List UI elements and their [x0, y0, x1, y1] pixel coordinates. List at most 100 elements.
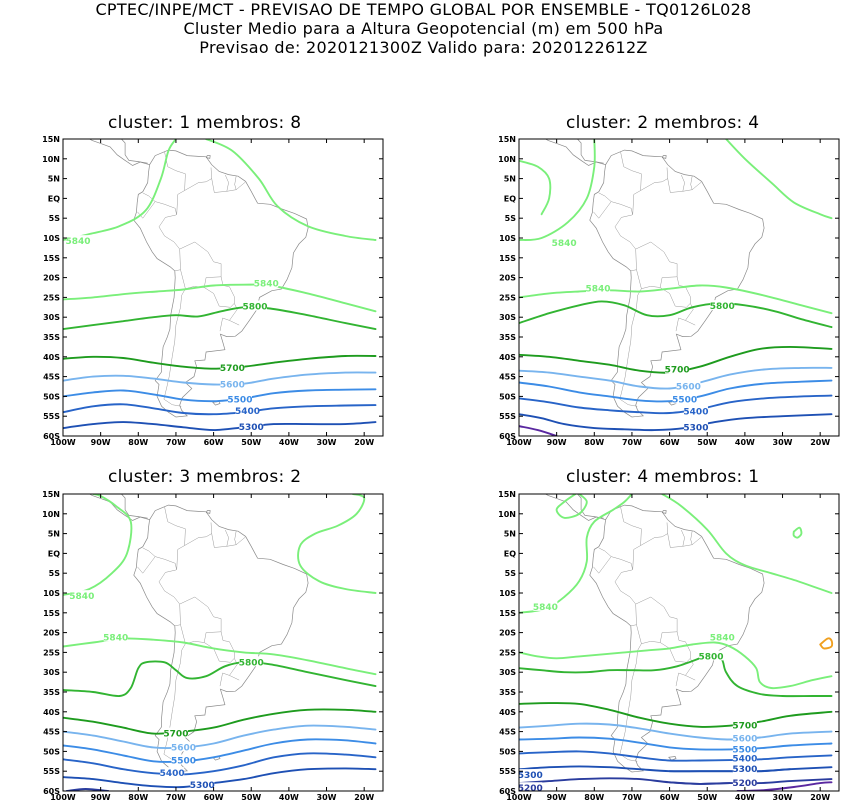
lat-label: 15N — [498, 135, 516, 144]
country-border — [229, 320, 240, 326]
contour-label-bg — [254, 277, 279, 288]
contour-label-bg — [732, 719, 757, 730]
country-border — [164, 152, 186, 216]
lat-label: 15S — [499, 609, 516, 618]
header-line-1: CPTEC/INPE/MCT - PREVISAO DE TEMPO GLOBA… — [95, 0, 752, 19]
contour-label-5700: 5700 — [732, 722, 757, 732]
country-border — [204, 276, 235, 308]
country-border — [229, 675, 240, 681]
lon-label: 90W — [91, 793, 111, 802]
lon-label: 90W — [547, 793, 567, 802]
country-border — [593, 192, 612, 219]
contour-5840 — [792, 526, 803, 539]
contour-5400 — [519, 394, 833, 415]
lat-label: 50S — [499, 392, 516, 401]
lon-label: 80W — [584, 438, 604, 447]
contour-label-bg — [665, 363, 690, 374]
central-america-coast-pacific — [545, 139, 606, 166]
contour-label-bg — [66, 235, 91, 246]
lat-label: EQ — [504, 549, 516, 558]
lat-label: 30S — [43, 313, 60, 322]
contour-5840 — [63, 494, 133, 596]
lon-label: 80W — [128, 438, 148, 447]
lat-label: 30S — [499, 668, 516, 677]
contour-5300 — [668, 768, 792, 773]
contour-label-5700: 5700 — [220, 364, 245, 374]
contour-5840 — [205, 139, 377, 241]
contour-label-5600: 5600 — [676, 383, 701, 393]
lat-label: 5N — [504, 175, 516, 184]
lat-label: 45S — [499, 728, 516, 737]
contour-label-5500: 5500 — [732, 745, 757, 755]
contour-5840 — [519, 284, 833, 315]
lat-label: 10N — [498, 510, 516, 519]
contour-label-bg — [190, 779, 215, 790]
lon-label: 100W — [506, 793, 532, 802]
lat-label: 15N — [42, 490, 60, 499]
contour-5840 — [63, 283, 377, 313]
contour-label-5600: 5600 — [171, 743, 196, 753]
country-border — [234, 530, 237, 545]
contour-5800 — [63, 660, 377, 697]
lat-label: 20S — [499, 274, 516, 283]
panel-4-map: 5840584058005700560055005400530053005200… — [498, 490, 840, 802]
contour-5840 — [297, 494, 377, 594]
lon-label: 40W — [279, 438, 299, 447]
country-border — [614, 569, 637, 627]
contour-5840 — [661, 494, 833, 594]
lon-label: 50W — [241, 793, 261, 802]
central-america-coast-pacific — [545, 494, 606, 521]
lon-label: 40W — [735, 793, 755, 802]
contour-5840 — [63, 139, 177, 241]
lat-label: 10N — [498, 155, 516, 164]
country-border — [179, 596, 222, 644]
lat-label: 15S — [499, 254, 516, 263]
country-border — [681, 174, 685, 192]
lat-label: 5N — [48, 175, 60, 184]
lat-label: 5N — [504, 530, 516, 539]
lon-label: 30W — [317, 438, 337, 447]
header-line-2: Cluster Medio para a Altura Geopotencial… — [183, 19, 664, 38]
lon-label: 20W — [354, 438, 374, 447]
central-america-coast-caribbean — [121, 494, 148, 519]
country-border — [211, 533, 246, 548]
lon-label: 50W — [697, 438, 717, 447]
contour-label-5840: 5840 — [66, 237, 91, 247]
country-border — [219, 303, 238, 332]
header-line-3: Previsao de: 2020121300Z Valido para: 20… — [199, 38, 648, 57]
contour-5500 — [519, 379, 833, 403]
lat-label: 5S — [505, 569, 517, 578]
central-america-coast-pacific — [89, 494, 150, 521]
lat-label: 10S — [43, 234, 60, 243]
lon-label: 60W — [660, 793, 680, 802]
contour-5100 — [519, 425, 558, 436]
country-border — [690, 530, 693, 545]
lat-label: 40S — [43, 353, 60, 362]
lon-label: 30W — [773, 438, 793, 447]
lat-label: 10S — [43, 589, 60, 598]
country-border — [620, 507, 642, 571]
lat-label: 35S — [43, 333, 60, 342]
contour-label-bg — [243, 300, 267, 311]
lat-label: 60S — [499, 787, 516, 796]
lat-label: 25S — [499, 648, 516, 657]
contour-label-5800: 5800 — [242, 303, 267, 313]
map-frame — [518, 493, 840, 792]
contour-label-5400: 5400 — [160, 769, 185, 779]
lat-label: 20S — [499, 629, 516, 638]
contour-label-5840: 5840 — [710, 633, 735, 643]
lon-label: 70W — [166, 793, 186, 802]
country-border — [660, 276, 691, 308]
lat-label: 55S — [499, 767, 516, 776]
contour-label-bg — [160, 767, 185, 778]
contour-label-5840: 5840 — [103, 633, 128, 643]
lat-label: 60S — [43, 787, 60, 796]
central-america-coast-caribbean — [577, 139, 604, 164]
lat-label: 50S — [43, 392, 60, 401]
lat-label: 55S — [499, 412, 516, 421]
lat-label: 55S — [43, 767, 60, 776]
